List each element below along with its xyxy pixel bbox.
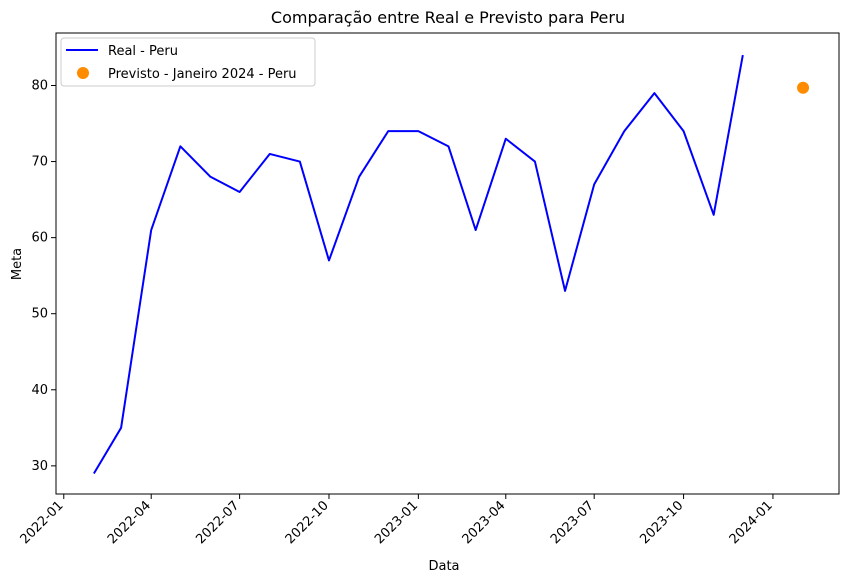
legend-label-real: Real - Peru [108,44,178,59]
y-tick-label: 40 [31,383,48,398]
x-tick-label: 2023-01 [372,498,421,547]
x-tick-label: 2022-01 [18,498,67,547]
legend: Real - Peru Previsto - Janeiro 2024 - Pe… [60,37,316,87]
series-layer [93,54,810,474]
x-tick-label: 2022-07 [193,498,242,547]
plot-frame [55,32,840,495]
legend-box [60,37,316,87]
x-axis-label: Data [428,559,459,574]
chart-title: Comparação entre Real e Previsto para Pe… [271,8,625,27]
x-axis-ticks: 2022-01 2022-04 2022-07 2022-10 2023-01 2023-… [18,494,776,547]
x-tick-label: 2023-07 [548,498,597,547]
y-tick-label: 30 [31,459,48,474]
forecast-point [797,81,810,94]
x-tick-label: 2023-10 [637,498,686,547]
x-tick-label: 2022-10 [283,498,332,547]
y-axis-label: Meta [10,248,25,280]
y-tick-label: 70 [31,155,48,170]
y-tick-label: 60 [31,231,48,246]
y-tick-label: 50 [31,307,48,322]
x-tick-label: 2024-01 [727,498,776,547]
legend-marker-forecast [77,67,89,79]
x-tick-label: 2023-04 [460,498,509,547]
y-axis-ticks: 30 40 50 60 70 80 [31,78,56,474]
x-tick-label: 2022-04 [105,498,154,547]
y-tick-label: 80 [31,78,48,93]
plot-area: 2022-01 2022-04 2022-07 2022-10 2023-01 2023-… [18,32,840,547]
series-line-real [93,54,744,474]
legend-label-forecast: Previsto - Janeiro 2024 - Peru [108,67,297,82]
